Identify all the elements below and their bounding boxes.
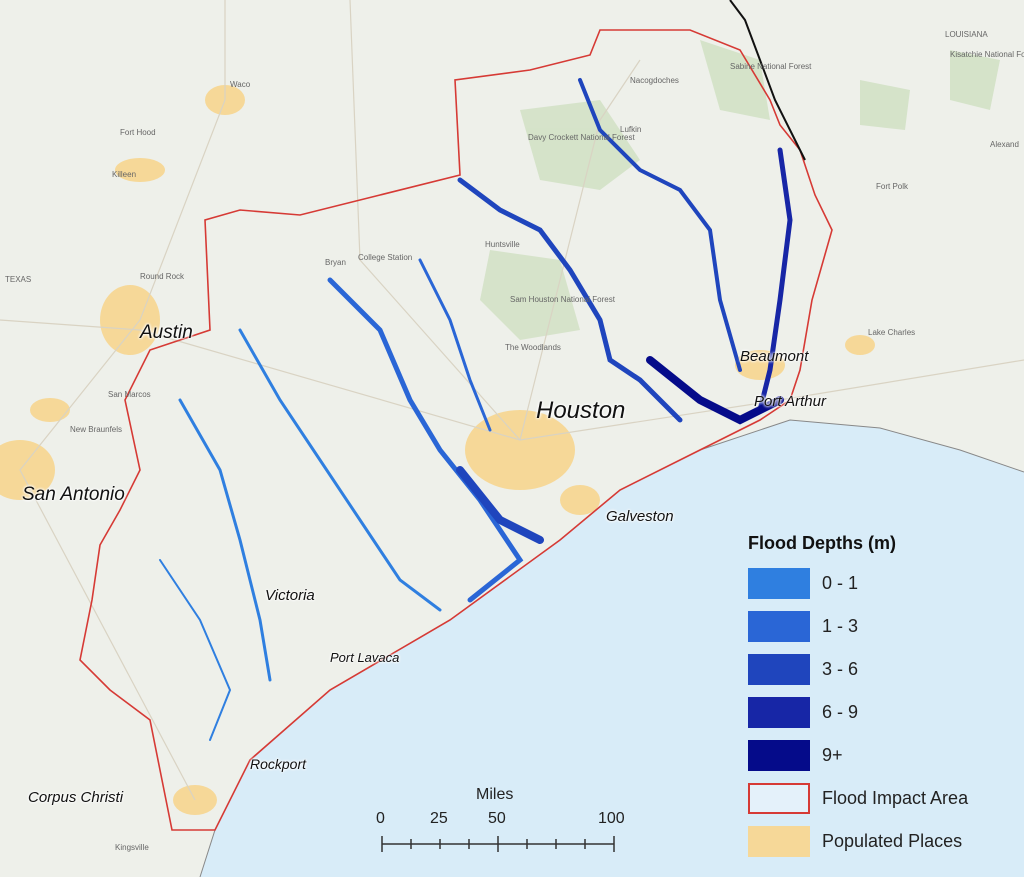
legend-item: 6 - 9: [748, 691, 968, 734]
city-label-rockport: Rockport: [250, 756, 307, 772]
scale-tick-label: 50: [488, 810, 506, 827]
basemap-label: The Woodlands: [505, 343, 561, 352]
scale-tick-label: 25: [430, 810, 448, 827]
populated-places: [0, 85, 875, 815]
legend-label: 6 - 9: [822, 702, 859, 722]
legend-label: 1 - 3: [822, 616, 859, 636]
flood-river: [757, 147, 793, 413]
legend-item: 3 - 6: [748, 648, 968, 691]
flood-river: [178, 398, 272, 682]
legend-item: 0 - 1: [748, 562, 968, 605]
legend-swatch: [748, 783, 810, 814]
basemap-label: Kingsville: [115, 843, 149, 852]
basemap-label: New Braunfels: [70, 425, 123, 434]
city-label-austin: Austin: [140, 322, 193, 343]
legend: Flood Depths (m) 0 - 1 1 - 3 3 - 6 6 - 9 9+ F…: [748, 533, 968, 863]
basemap-label: Lake Charles: [868, 328, 916, 337]
legend-swatch: [748, 697, 810, 728]
flood-river: [238, 328, 442, 612]
scale-bar: Miles 0 25 50 100: [376, 786, 625, 852]
basemap-label: Davy Crockett National Forest: [528, 133, 635, 142]
city-label-galveston: Galveston: [606, 508, 674, 525]
city-label-san-antonio: San Antonio: [22, 484, 125, 505]
legend-label: 0 - 1: [822, 573, 859, 593]
flood-river: [457, 177, 683, 423]
legend-label: 9+: [822, 745, 843, 765]
flood-rivers: [159, 78, 793, 741]
legend-item: Flood Impact Area: [748, 777, 968, 820]
flood-river: [578, 78, 742, 372]
legend-item: 1 - 3: [748, 605, 968, 648]
basemap-label: LOUISIANA: [945, 30, 988, 39]
flood-river: [646, 356, 784, 425]
legend-swatch: [748, 826, 810, 857]
city-label-port-lavaca: Port Lavaca: [330, 650, 400, 665]
legend-swatch: [748, 740, 810, 771]
flood-river: [456, 466, 544, 544]
roads: [0, 0, 1024, 801]
legend-swatch: [748, 568, 810, 599]
city-label-corpus-christi: Corpus Christi: [28, 789, 124, 806]
basemap-label: Fort Hood: [120, 128, 156, 137]
scale-bar-line: [381, 836, 615, 852]
basemap-label: Round Rock: [140, 272, 185, 281]
legend-item: 9+: [748, 734, 968, 777]
city-label-houston: Houston: [536, 397, 626, 424]
legend-label: Populated Places: [822, 831, 963, 851]
gulf-of-mexico: [200, 420, 1024, 877]
flood-river: [159, 559, 232, 741]
flood-river: [418, 258, 492, 432]
scale-tick-label: 100: [598, 810, 625, 827]
flood-river: [327, 277, 524, 603]
legend-swatch: [748, 654, 810, 685]
basemap-label: San Marcos: [108, 390, 151, 399]
national-forests: [480, 40, 1000, 340]
basemap-label: Huntsville: [485, 240, 520, 249]
basemap-label: Kisatchie National Forest: [950, 50, 1024, 59]
basemap-label: Alexand: [990, 140, 1019, 149]
basemap-label: College Station: [358, 253, 413, 262]
basemap-label: Nacogdoches: [630, 76, 679, 85]
basemap-label: TEXAS: [5, 275, 32, 284]
state-line: [729, 0, 806, 161]
legend-swatch: [748, 611, 810, 642]
city-label-victoria: Victoria: [265, 587, 315, 604]
legend-label: Flood Impact Area: [822, 788, 969, 808]
basemap-label: Sabine National Forest: [730, 62, 812, 71]
scale-tick-label: 0: [376, 810, 385, 827]
legend-item: Populated Places: [748, 820, 968, 863]
basemap-label: Bryan: [325, 258, 346, 267]
scale-unit: Miles: [476, 786, 514, 803]
legend-label: 3 - 6: [822, 659, 859, 679]
basemap-label: Waco: [230, 80, 251, 89]
flood-impact-area-boundary: [79, 29, 833, 831]
city-label-beaumont: Beaumont: [740, 348, 809, 365]
basemap-label: Fort Polk: [876, 182, 909, 191]
basemap-label: Lufkin: [620, 125, 642, 134]
city-label-port-arthur: Port Arthur: [754, 393, 826, 410]
basemap-label: Sam Houston National Forest: [510, 295, 615, 304]
basemap-label: Killeen: [112, 170, 137, 179]
legend-title: Flood Depths (m): [748, 533, 896, 553]
